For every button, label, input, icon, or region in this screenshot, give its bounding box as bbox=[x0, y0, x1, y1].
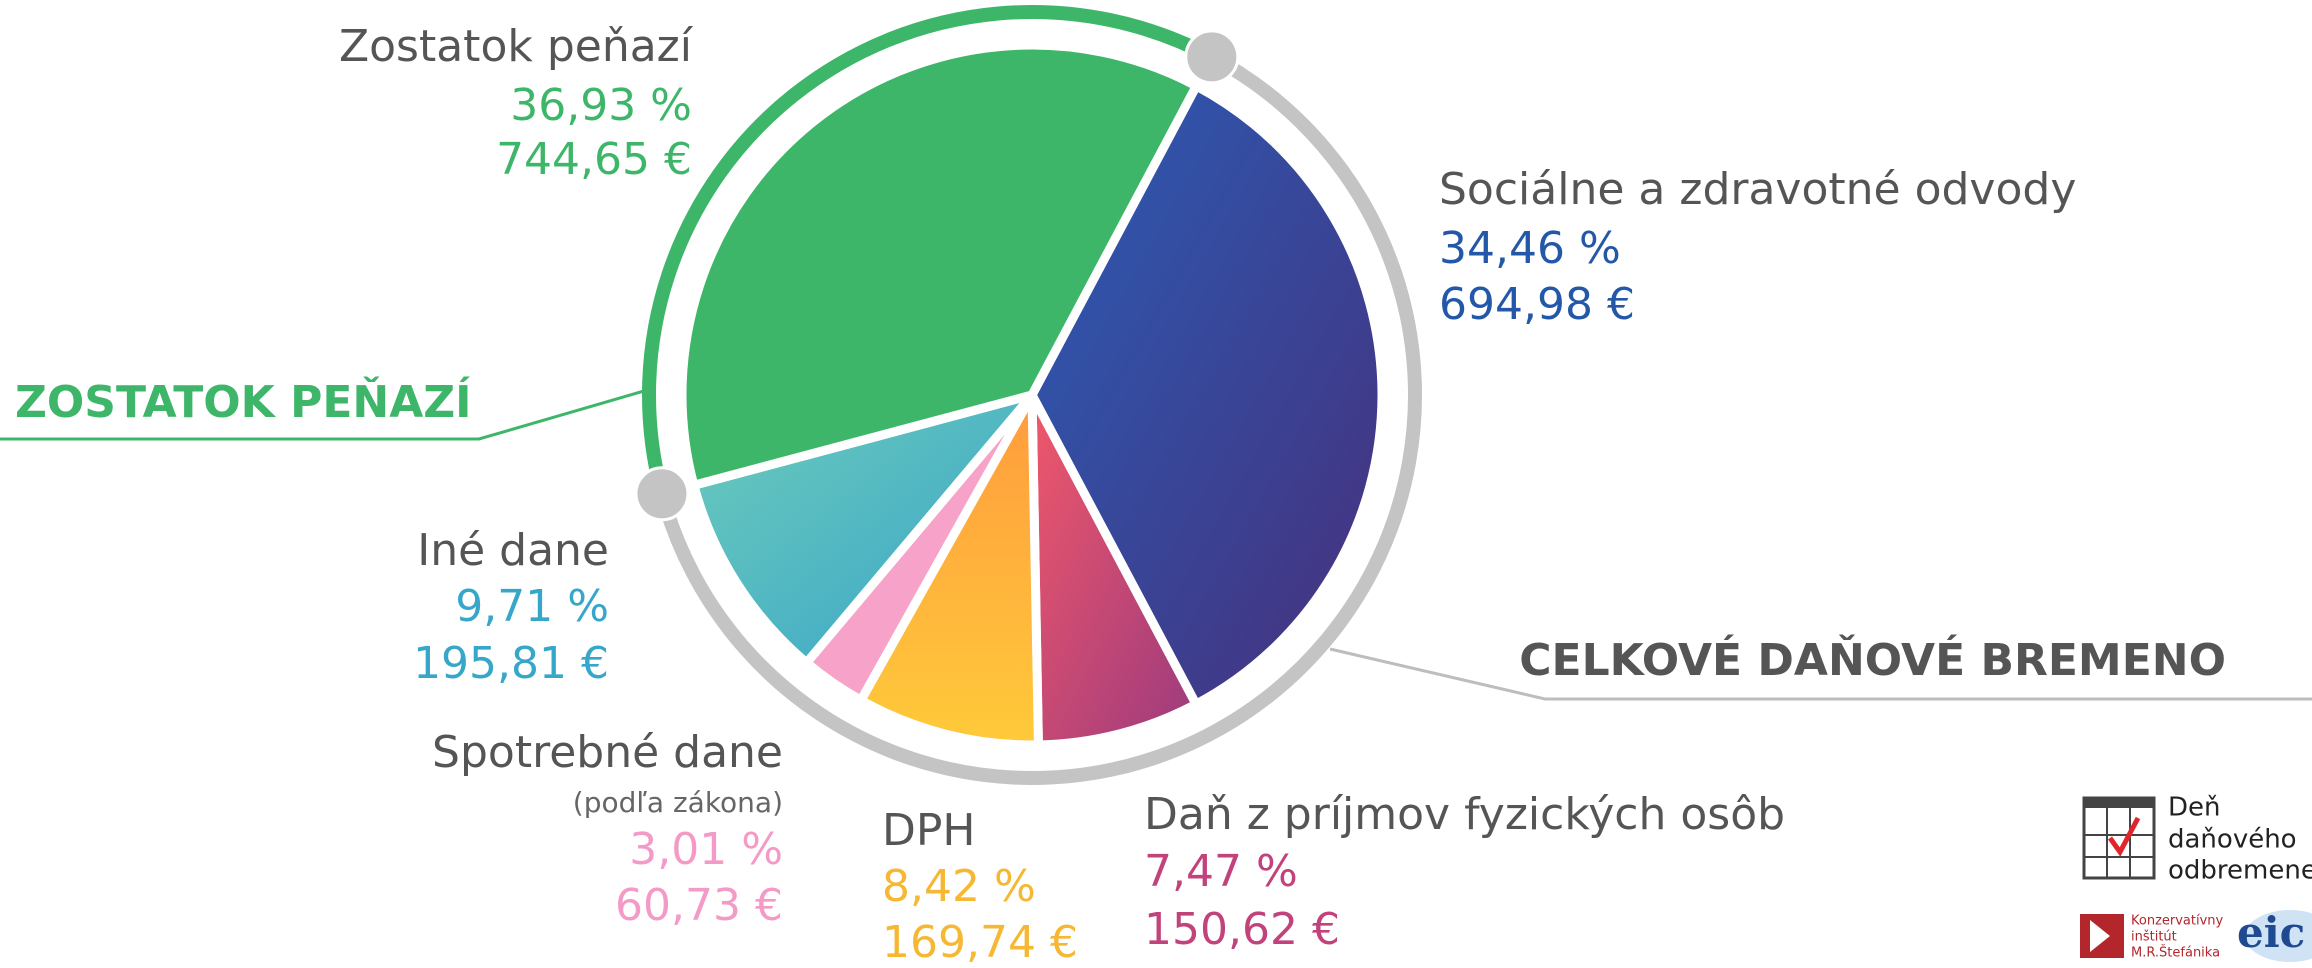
category-label: DPH bbox=[882, 805, 976, 856]
logo-text: M.R.Štefánika bbox=[2131, 945, 2220, 961]
percent-label: 36,93 % bbox=[510, 80, 692, 131]
ring-dot bbox=[634, 466, 690, 522]
category-label: Spotrebné dane bbox=[432, 727, 783, 778]
amount-label: 195,81 € bbox=[413, 638, 609, 689]
pie-slice bbox=[1027, 81, 1387, 709]
amount-label: 169,74 € bbox=[882, 917, 1078, 968]
institute-shape bbox=[2090, 920, 2110, 952]
logo-text: Konzervatívny bbox=[2131, 914, 2224, 929]
percent-label: 8,42 % bbox=[882, 861, 1036, 912]
logo-text: daňového bbox=[2168, 825, 2297, 855]
amount-label: 150,62 € bbox=[1144, 904, 1340, 955]
ring-arc bbox=[642, 5, 1216, 496]
group-label: CELKOVÉ DAŇOVÉ BREMENO bbox=[1519, 633, 2226, 686]
check-mark bbox=[2107, 816, 2141, 857]
category-note: (podľa zákona) bbox=[573, 786, 783, 819]
ring-dot bbox=[1184, 29, 1240, 85]
amount-label: 60,73 € bbox=[615, 880, 783, 931]
category-label: Zostatok peňazí bbox=[339, 21, 694, 72]
group-line bbox=[1329, 647, 2312, 701]
percent-label: 34,46 % bbox=[1439, 223, 1621, 274]
calendar-grid bbox=[2084, 808, 2154, 878]
pie-slice bbox=[677, 40, 1201, 490]
logo-text: inštitút bbox=[2131, 930, 2177, 945]
category-label: Iné dane bbox=[417, 525, 609, 576]
calendar-logo: Deň daňového odbremenenia bbox=[2082, 793, 2312, 886]
group-line bbox=[0, 389, 645, 441]
logo-text: eic bbox=[2237, 908, 2305, 957]
logo-text: odbremenenia bbox=[2168, 856, 2312, 886]
calendar-top bbox=[2084, 798, 2154, 808]
category-label: Sociálne a zdravotné odvody bbox=[1439, 164, 2076, 215]
institute-logo: Konzervatívny inštitút M.R.Štefánika eic bbox=[2080, 908, 2312, 962]
percent-label: 9,71 % bbox=[455, 581, 609, 632]
percent-label: 7,47 % bbox=[1144, 846, 1298, 897]
logo-text: Deň bbox=[2168, 793, 2221, 823]
eic-globe bbox=[2245, 910, 2312, 962]
calendar-icon bbox=[2082, 796, 2156, 880]
pie-slice bbox=[1027, 390, 1201, 750]
group-label: ZOSTATOK PEŇAZÍ bbox=[15, 375, 472, 428]
pie-slice bbox=[689, 390, 1037, 668]
pie-slice bbox=[856, 390, 1043, 750]
amount-label: 744,65 € bbox=[496, 134, 692, 185]
percent-label: 3,01 % bbox=[629, 824, 783, 875]
category-label: Daň z príjmov fyzických osôb bbox=[1144, 789, 1785, 840]
ring-arc bbox=[655, 50, 1422, 785]
amount-label: 694,98 € bbox=[1439, 279, 1635, 330]
